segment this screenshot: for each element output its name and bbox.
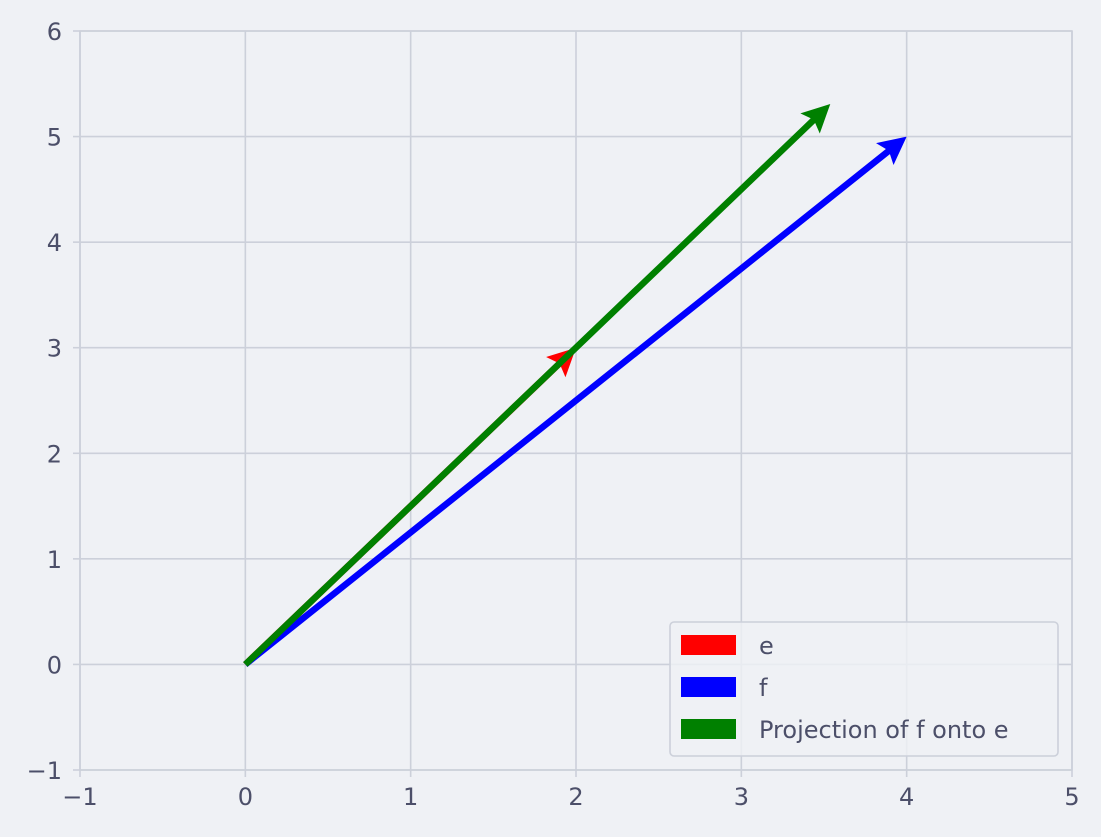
x-tick-label: 4 [899,783,914,811]
legend-entry-f: f [759,674,768,702]
x-tick-label: 5 [1064,783,1079,811]
y-tick-label: 4 [47,229,62,257]
y-tick-label: 5 [47,124,62,152]
legend-swatch [681,635,736,655]
y-tick-label: 0 [47,651,62,679]
vectors [243,104,907,667]
y-tick-label: 3 [47,335,62,363]
x-tick-label: 2 [568,783,583,811]
y-tick-label: 6 [47,18,62,46]
x-axis-ticks: −1 0 1 2 3 4 5 [62,770,1080,811]
y-tick-label: 1 [47,546,62,574]
vector-f [243,136,907,667]
x-tick-label: 0 [238,783,253,811]
vector-projection [243,104,831,667]
y-tick-label: 2 [47,440,62,468]
y-axis-ticks: −1 0 1 2 3 4 5 6 [27,18,80,785]
legend-entry-e: e [759,632,774,660]
y-tick-label: −1 [27,757,62,785]
legend: ef Projection of f onto e [669,621,1059,757]
x-tick-label: 1 [403,783,418,811]
legend-entry-projection: Projection of f onto e [759,716,1009,744]
legend-swatch [681,677,736,697]
legend-box [669,621,1059,757]
x-tick-label: −1 [62,783,97,811]
x-tick-label: 3 [734,783,749,811]
legend-swatch [681,719,736,739]
